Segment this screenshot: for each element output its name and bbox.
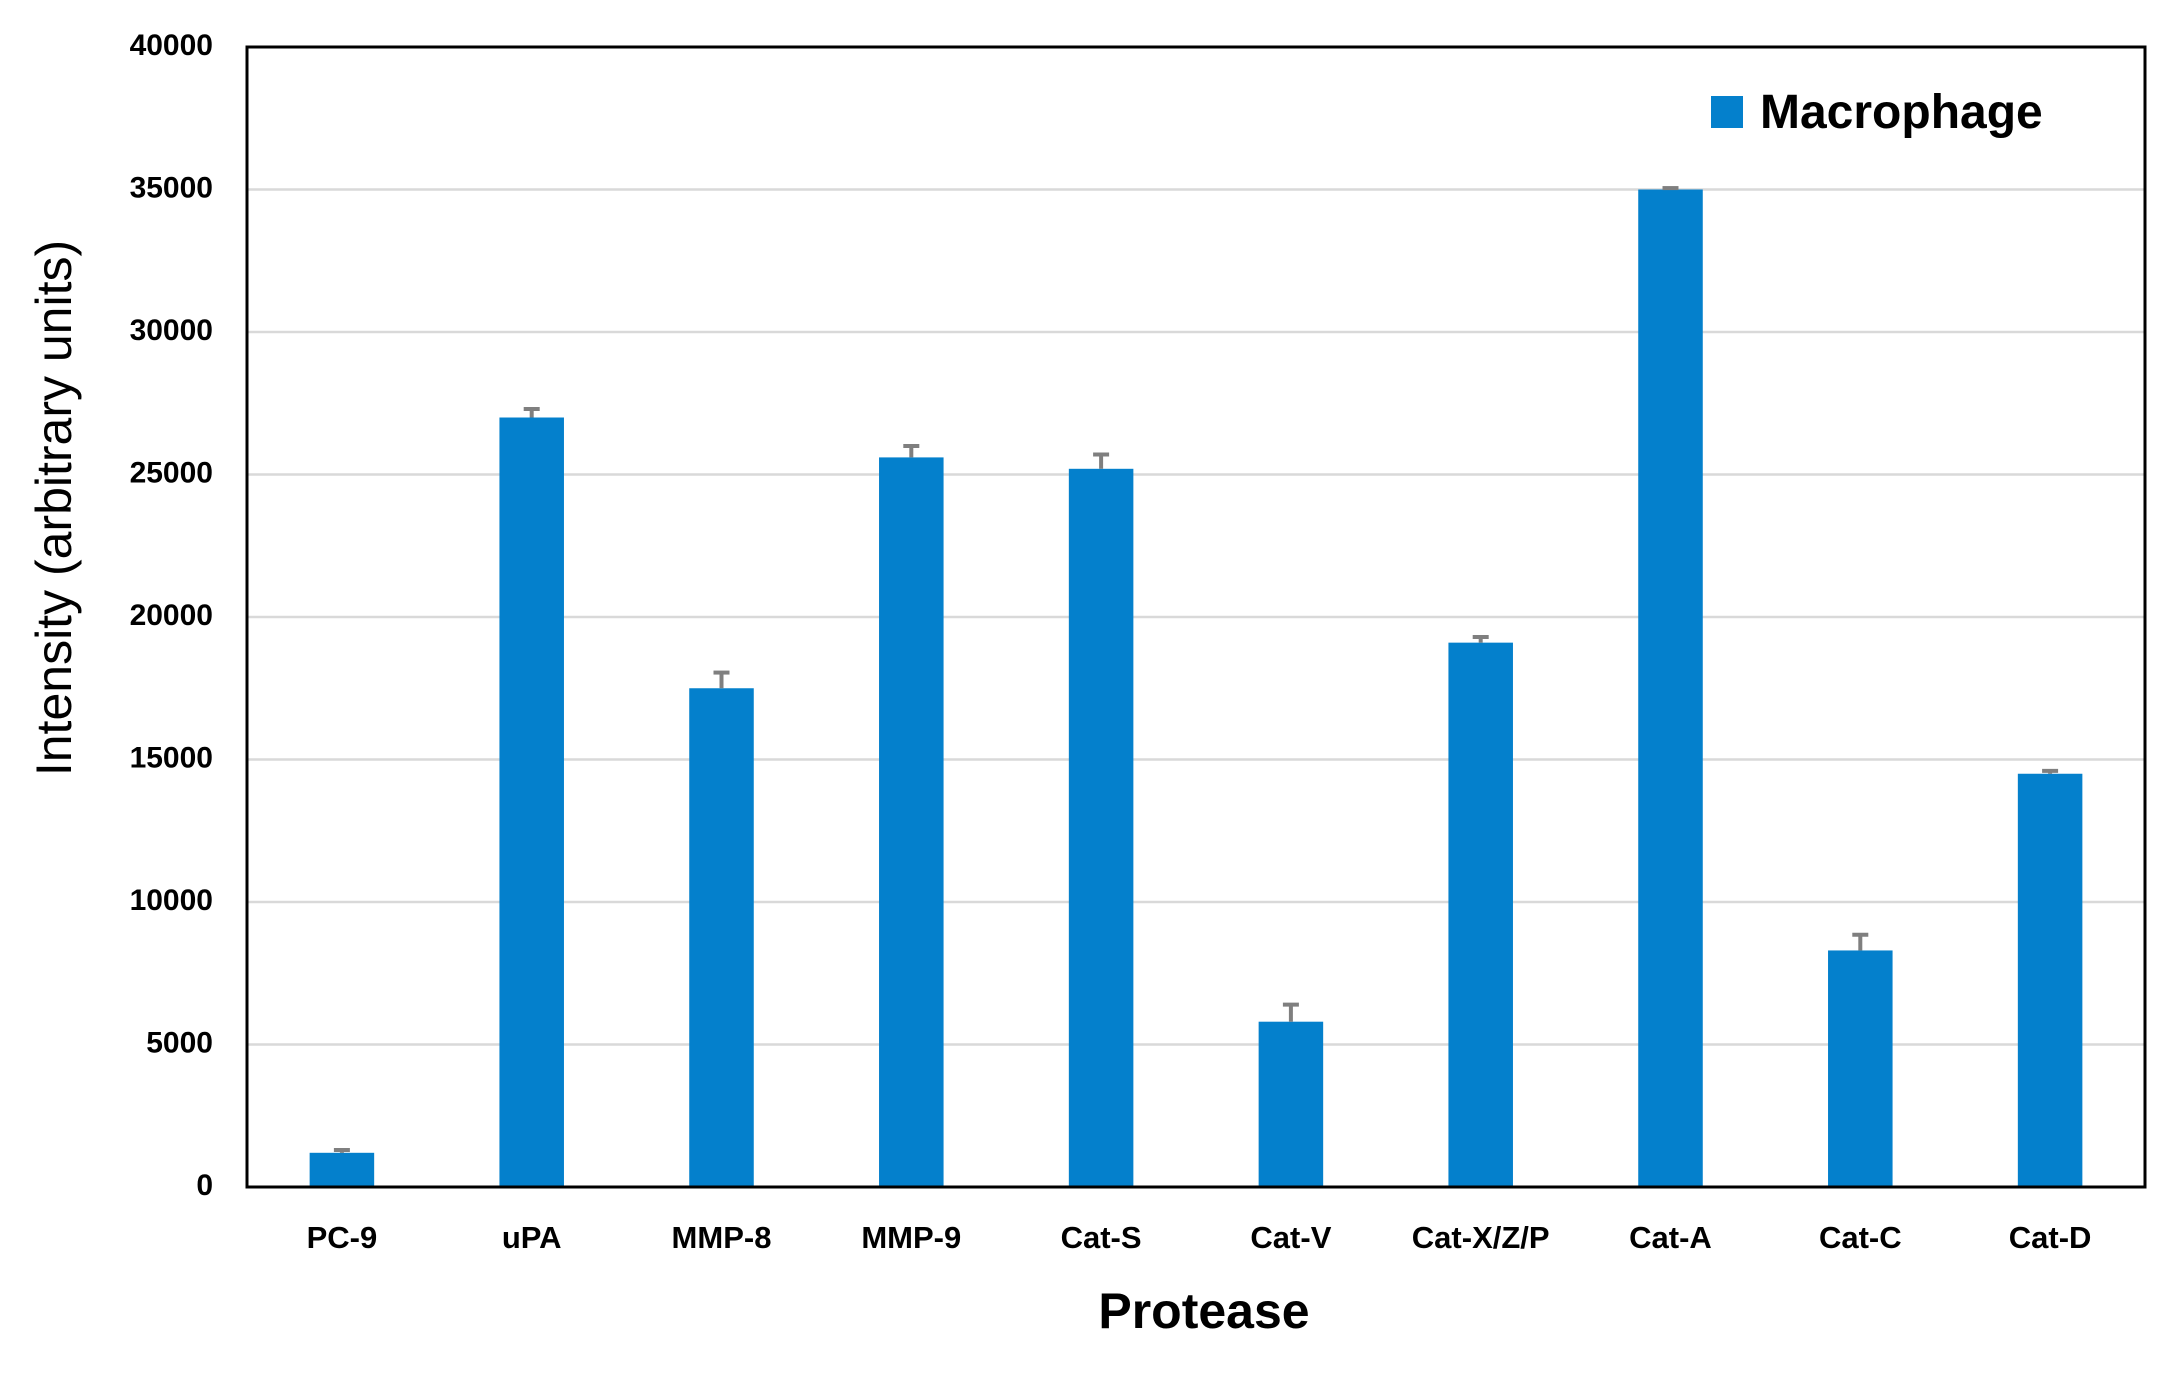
x-tick-label: MMP-8 <box>672 1220 772 1255</box>
bar-upa <box>499 417 564 1187</box>
bar-cat-x-z-p <box>1448 642 1513 1187</box>
x-tick-label: PC-9 <box>307 1220 378 1255</box>
bar-cat-c <box>1828 950 1893 1187</box>
bar-cat-d <box>2017 773 2083 1187</box>
x-tick-label: Cat-D <box>2009 1220 2092 1255</box>
error-bar <box>523 406 540 418</box>
error-bar <box>1852 932 1869 951</box>
y-tick-label: 20000 <box>130 599 213 632</box>
x-tick-label: Cat-C <box>1819 1220 1902 1255</box>
x-tick-label: Cat-V <box>1250 1220 1331 1255</box>
y-tick-label: 40000 <box>130 29 213 62</box>
bar-pc-9 <box>309 1152 375 1187</box>
error-bar <box>1093 452 1110 469</box>
x-tick-labels: PC-9 uPA MMP-8 MMP-9 Cat-S Cat-V Cat-X/Z/P Cat-… <box>307 1220 2092 1255</box>
x-tick-label: Cat-A <box>1629 1220 1712 1255</box>
bar-cat-v <box>1258 1021 1324 1187</box>
bars <box>309 189 2083 1187</box>
y-tick-label: 0 <box>196 1169 213 1202</box>
error-bar <box>1472 634 1489 643</box>
y-tick-label: 15000 <box>130 741 213 774</box>
bar-mmp-9 <box>879 457 944 1187</box>
y-tick-label: 25000 <box>130 456 213 489</box>
x-tick-label: MMP-9 <box>861 1220 961 1255</box>
y-tick-labels: 0 5000 10000 15000 20000 25000 30000 35000 40000 <box>130 29 213 1202</box>
legend: Macrophage <box>1711 86 2043 139</box>
x-tick-label: uPA <box>502 1220 562 1255</box>
legend-swatch <box>1711 96 1743 128</box>
y-tick-label: 5000 <box>146 1026 213 1059</box>
bar-cat-s <box>1068 468 1134 1187</box>
y-tick-label: 30000 <box>130 314 213 347</box>
error-bar <box>713 670 730 689</box>
x-tick-label: Cat-X/Z/P <box>1412 1220 1550 1255</box>
error-bar <box>333 1147 350 1153</box>
x-tick-label: Cat-S <box>1061 1220 1142 1255</box>
error-bar <box>1662 186 1679 191</box>
bar-cat-a <box>1638 189 1703 1187</box>
error-bar <box>903 444 920 458</box>
y-tick-label: 10000 <box>130 884 213 917</box>
error-bars <box>333 186 2059 1153</box>
bar-mmp-8 <box>689 688 754 1187</box>
error-bar <box>2042 768 2059 774</box>
y-tick-label: 35000 <box>130 171 213 204</box>
x-axis-title: Protease <box>1098 1283 1309 1339</box>
error-bar <box>1282 1002 1299 1022</box>
plot-frame <box>245 45 2147 1189</box>
y-axis-title: Intensity (arbitrary units) <box>26 240 82 776</box>
legend-label: Macrophage <box>1760 86 2043 139</box>
